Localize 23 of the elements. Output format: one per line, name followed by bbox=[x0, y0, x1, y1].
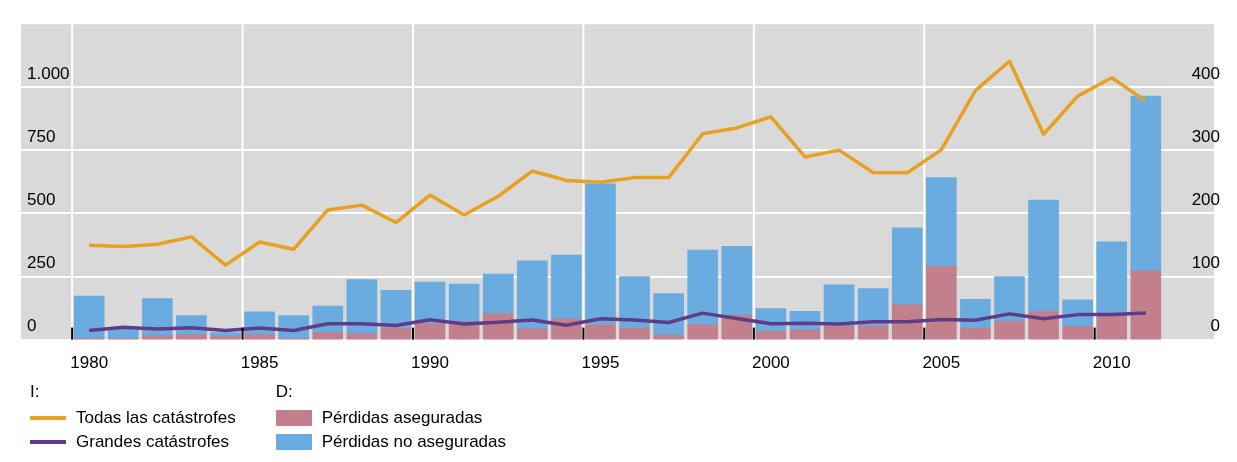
y2-tick-label: 200 bbox=[1191, 190, 1220, 210]
x-tick-label: 2005 bbox=[922, 353, 961, 373]
y2-tick-label: 300 bbox=[1191, 127, 1220, 147]
y-tick-label: 0 bbox=[27, 316, 37, 336]
x-tick-label: 1990 bbox=[411, 353, 449, 373]
x-tick-label: 1980 bbox=[70, 353, 109, 373]
y-tick-label: 250 bbox=[27, 253, 56, 273]
x-tick-label: 2010 bbox=[1092, 353, 1131, 373]
legend-label: Grandes catástrofes bbox=[76, 432, 230, 452]
y-tick-label: 1.000 bbox=[27, 63, 70, 83]
legend-label: Pérdidas no aseguradas bbox=[321, 432, 506, 452]
y2-tick-label: 400 bbox=[1191, 63, 1220, 83]
x-tick-label: 1995 bbox=[581, 353, 620, 373]
x-tick-label: 2000 bbox=[751, 353, 790, 373]
text: I: bbox=[30, 382, 41, 403]
y2-tick-label: 100 bbox=[1191, 253, 1220, 273]
legend-label: Todas las catástrofes bbox=[76, 408, 236, 428]
y2-tick-label: 0 bbox=[1210, 316, 1220, 336]
y-tick-label: 750 bbox=[27, 127, 56, 147]
x-tick-label: 1985 bbox=[240, 353, 279, 373]
text: D: bbox=[275, 382, 294, 403]
y-tick-label: 500 bbox=[27, 190, 56, 210]
legend-label: Pérdidas aseguradas bbox=[321, 408, 483, 428]
